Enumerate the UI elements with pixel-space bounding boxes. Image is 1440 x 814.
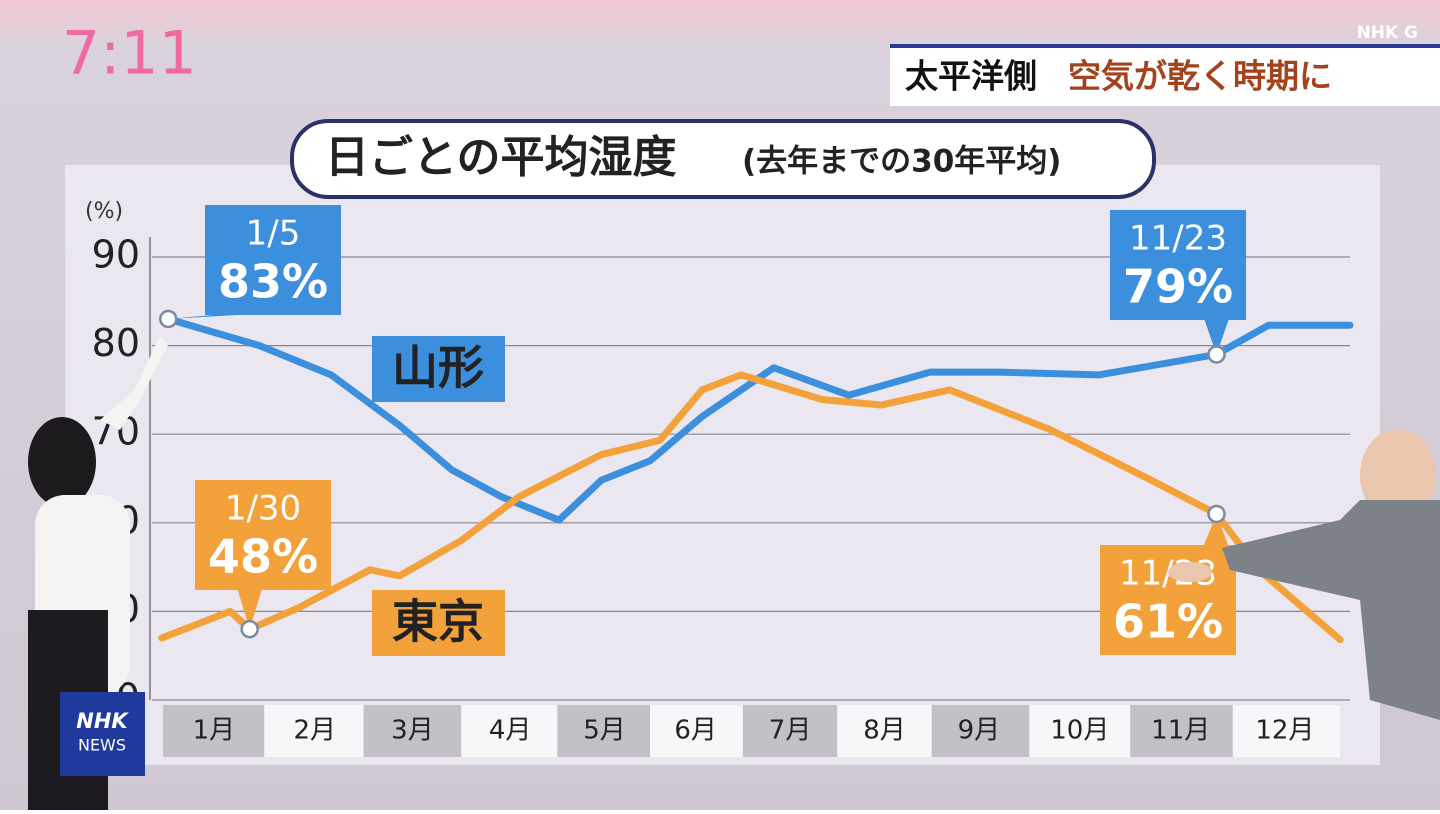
callout-box: [1110, 210, 1246, 320]
headline-rule: [890, 44, 1440, 48]
presenter-hair: [28, 417, 96, 507]
callout-box: [1100, 545, 1236, 655]
month-cell: [363, 705, 462, 757]
month-cell: [650, 705, 743, 757]
callout-marker: [1207, 345, 1226, 364]
callout-marker: [159, 309, 178, 329]
month-cell: [931, 705, 1030, 757]
presenter-right: [1168, 429, 1440, 720]
presenter-hand: [1168, 562, 1212, 582]
chart-subtitle: (去年までの30年平均): [742, 144, 1061, 180]
month-cell: [461, 705, 558, 757]
month-cell: [1232, 705, 1340, 757]
month-cell: [837, 705, 932, 757]
presenter-head: [1360, 429, 1436, 521]
news-logo-top: NHK: [76, 709, 129, 733]
x-tick-label: 4月: [489, 716, 532, 746]
series-line: [164, 315, 1354, 524]
x-tick-label: 10月: [1050, 716, 1109, 746]
callout-date: 11/23: [1129, 219, 1227, 259]
callout-value: 48%: [208, 530, 318, 584]
month-cell: [557, 705, 651, 757]
y-tick-label: 80: [92, 321, 140, 365]
callout-box: [205, 205, 341, 315]
x-tick-label: 3月: [391, 716, 434, 746]
news-logo-bottom: NEWS: [78, 736, 126, 755]
series-label: 山形: [392, 341, 484, 395]
callout-date: 1/30: [225, 489, 301, 529]
news-logo: [60, 692, 145, 776]
callout-marker: [240, 619, 259, 639]
callout-pointer: [168, 315, 237, 320]
month-cell: [264, 705, 364, 757]
x-tick-label: 5月: [583, 716, 626, 746]
month-cell: [742, 705, 838, 757]
plot: 9080706050401月2月3月4月5月6月7月8月9月10月11月12月山…: [92, 205, 1354, 757]
callout-value: 83%: [218, 255, 328, 309]
title-pill: [290, 119, 1156, 199]
headline-lead: 太平洋側: [905, 57, 1037, 96]
x-tick-label: 9月: [958, 716, 1001, 746]
x-tick-label: 12月: [1255, 716, 1314, 746]
x-tick-label: 6月: [674, 716, 717, 746]
x-tick-label: 7月: [769, 716, 812, 746]
callout-value: 79%: [1123, 260, 1233, 314]
clock: 7:11: [62, 19, 197, 89]
month-cell: [1029, 705, 1131, 757]
callout-box: [195, 480, 331, 590]
channel-logo: NHK G: [1356, 23, 1418, 43]
callout-marker: [1207, 504, 1226, 524]
headline-text: 空気が乾く時期に: [1068, 57, 1332, 96]
series-label: 東京: [392, 595, 484, 649]
x-tick-label: 8月: [863, 716, 906, 746]
presenter-arm: [100, 335, 168, 430]
chart-title: 日ごとの平均湿度: [325, 132, 677, 183]
x-tick-label: 1月: [193, 716, 236, 746]
series-label-box: [372, 590, 505, 656]
headline-box: [890, 44, 1440, 106]
callout-pointer: [237, 590, 262, 630]
y-axis-unit: (%): [85, 199, 123, 224]
callout-value: 61%: [1113, 595, 1223, 649]
x-tick-label: 2月: [293, 716, 336, 746]
y-tick-label: 90: [92, 233, 140, 277]
callout-date: 1/5: [246, 214, 301, 254]
presenter-jacket: [1222, 500, 1440, 720]
month-cell: [1130, 705, 1233, 757]
series-label-box: [372, 336, 505, 402]
series-line: [158, 371, 1344, 644]
month-cell: [163, 705, 265, 757]
x-tick-label: 11月: [1151, 716, 1210, 746]
callout-pointer: [1204, 513, 1228, 545]
callout-pointer: [1204, 320, 1229, 355]
